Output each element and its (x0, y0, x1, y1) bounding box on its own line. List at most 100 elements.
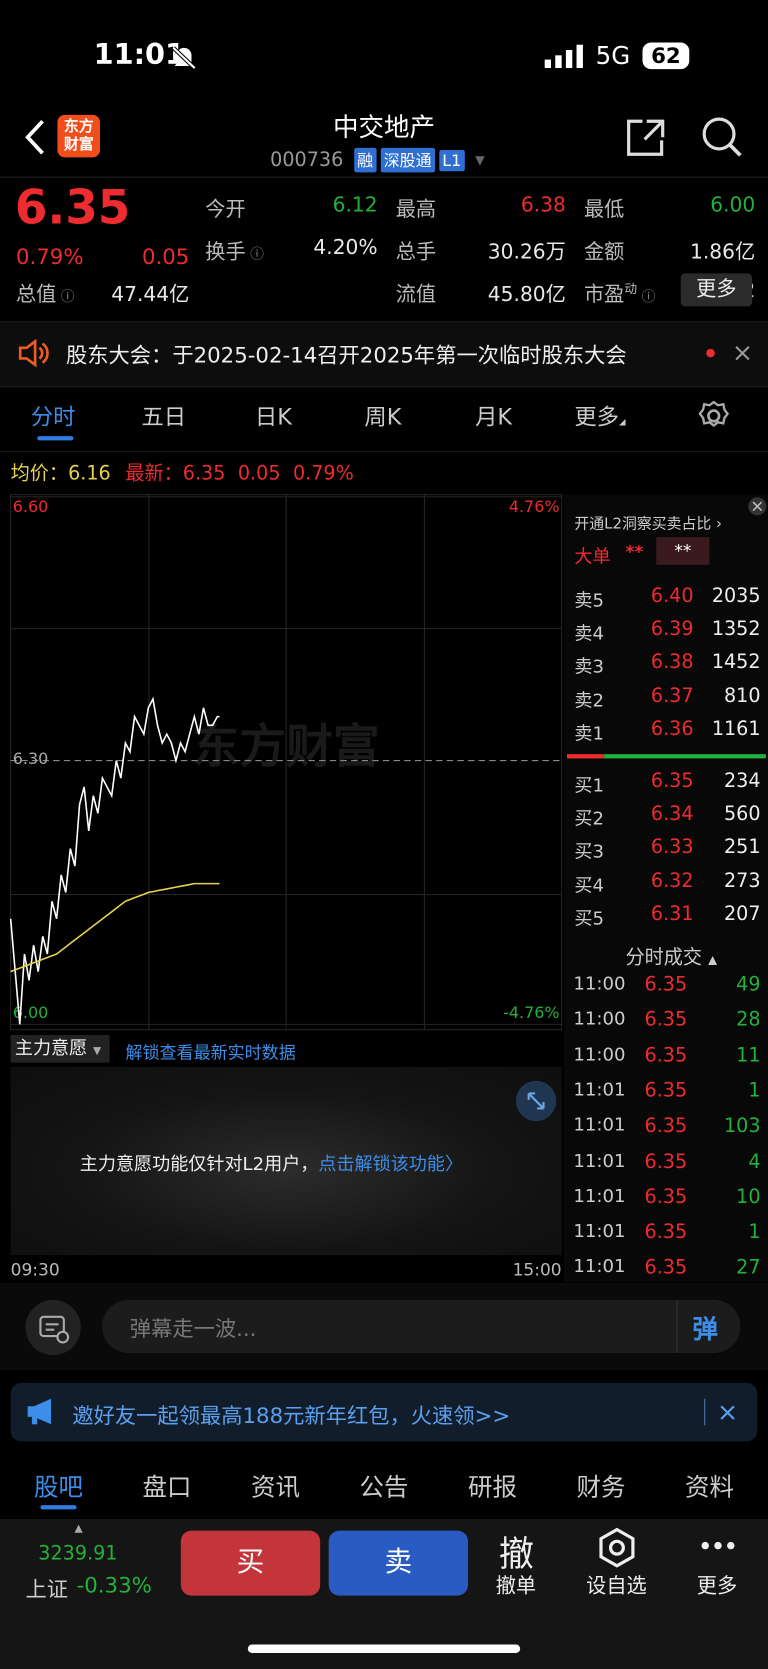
panel-message: 主力意愿功能仅针对L2用户，点击解锁该功能〉 (79, 1149, 464, 1176)
tab-indicator (40, 1505, 77, 1510)
notice-bar[interactable] (0, 321, 768, 388)
speaker-icon (18, 338, 49, 368)
buy-button[interactable]: 买 (180, 1530, 321, 1596)
book-label: 买2 (574, 808, 605, 830)
field-label: 总手 (395, 240, 437, 264)
book-price: 6.31 (650, 902, 694, 926)
signal-icon (544, 44, 583, 69)
unlock-hint[interactable]: 解锁查看最新实时数据 (125, 1042, 296, 1063)
close-banner[interactable] (719, 1404, 736, 1421)
unlock-link[interactable]: 点击解锁该功能〉 (318, 1154, 464, 1176)
more-button[interactable]: 更多 (680, 273, 753, 307)
trade-volume: 1 (748, 1079, 761, 1102)
book-volume: 273 (724, 869, 761, 893)
info-icon[interactable]: ⓘ (245, 246, 264, 263)
panel-title[interactable]: 主力意愿 ▼ (10, 1034, 110, 1063)
chart-tab[interactable]: 日K (254, 404, 292, 430)
promo-text: 开通L2洞察买卖占比 (574, 515, 712, 533)
expand-button[interactable] (515, 1080, 557, 1122)
book-volume: 251 (724, 836, 761, 859)
chart-tab[interactable]: 周K (364, 404, 402, 430)
field-value: 6.12 (332, 193, 378, 217)
danmu-settings[interactable] (25, 1299, 81, 1356)
trade-price: 6.35 (644, 973, 688, 996)
book-label: 买5 (574, 908, 605, 930)
trade-volume: 10 (736, 1185, 761, 1209)
avg-label: 均价： (10, 462, 69, 486)
field-value: 45.80亿 (487, 282, 566, 307)
book-volume: 1452 (711, 651, 761, 674)
danmu-send[interactable] (676, 1299, 742, 1354)
trade-time: 11:00 (573, 1044, 626, 1066)
trade-time: 11:01 (573, 1221, 626, 1243)
more-label[interactable]: 更多 (696, 1574, 738, 1598)
trade-volume: 28 (736, 1008, 761, 1032)
big-order-label: 大单 (574, 546, 611, 569)
danmu-input[interactable] (102, 1299, 741, 1354)
chart-tab[interactable]: 分时 (30, 404, 76, 430)
book-label: 卖1 (574, 723, 605, 745)
watch-label[interactable]: 设自选 (586, 1574, 647, 1598)
stock-tag: L1 (439, 149, 465, 171)
bottom-tab[interactable]: 研报 (468, 1474, 517, 1502)
banner-divider (704, 1398, 706, 1426)
more-icon[interactable] (701, 1540, 735, 1551)
trades-title[interactable]: 分时成交 ▲ (625, 946, 718, 970)
share-button[interactable] (625, 117, 668, 157)
back-button[interactable] (23, 119, 46, 155)
info-icon[interactable]: ⓘ (637, 289, 656, 306)
close-notice[interactable] (734, 345, 751, 362)
field-label: 总值 ⓘ (15, 282, 75, 307)
bottom-tab[interactable]: 盘口 (142, 1474, 192, 1502)
message-text: 主力意愿功能仅针对L2用户， (79, 1154, 319, 1176)
book-label: 买1 (574, 775, 605, 797)
notice-text: 股东大会：于2025-02-14召开2025年第一次临时股东大会 (65, 342, 627, 369)
bottom-tab[interactable]: 资讯 (251, 1474, 300, 1502)
x-tick-label: 15:00 (512, 1259, 562, 1280)
battery: 62 (642, 42, 690, 70)
intraday-chart: 东方财富 6.006.306.60-4.76%4.76% (9, 494, 563, 1031)
trade-price: 6.35 (644, 1008, 688, 1032)
book-volume: 1161 (711, 717, 761, 741)
book-label: 卖3 (574, 656, 605, 678)
dropdown-icon[interactable]: ▾ (475, 148, 485, 172)
tab-indicator (37, 436, 74, 441)
bottom-tab[interactable]: 公告 (359, 1474, 409, 1502)
y-tick-label: 6.30 (13, 749, 49, 768)
field-label: 流值 (395, 282, 437, 307)
trade-volume: 103 (724, 1114, 761, 1138)
trade-time: 11:01 (573, 1185, 626, 1208)
l2-promo[interactable]: 开通L2洞察买卖占比 › (574, 515, 723, 533)
cancel-label[interactable]: 撤单 (495, 1574, 537, 1598)
book-volume: 810 (724, 684, 761, 707)
trade-volume: 11 (736, 1044, 761, 1067)
bottom-tab[interactable]: 财务 (576, 1474, 626, 1502)
info-icon[interactable]: ⓘ (56, 289, 75, 306)
book-label: 买3 (574, 841, 605, 864)
tab-caret: ◢ (618, 416, 626, 427)
chart-tab[interactable]: 更多◢ (574, 404, 626, 430)
average-line (10, 882, 220, 973)
settings-button[interactable] (698, 400, 730, 432)
chart-legend: 均价：6.16 最新：6.35 0.05 0.79% (11, 458, 354, 486)
book-volume: 2035 (711, 585, 761, 608)
field-label: 最低 (583, 197, 625, 222)
avg-value: 6.16 (68, 462, 111, 486)
bottom-tab[interactable]: 股吧 (34, 1474, 83, 1502)
chart-tab[interactable]: 五日 (141, 404, 187, 430)
ratio-bar-buy (566, 754, 605, 759)
field-label: 金额 (583, 240, 625, 264)
trade-price: 6.35 (644, 1150, 688, 1173)
megaphone-icon (27, 1398, 52, 1425)
sell-button[interactable]: 卖 (328, 1530, 469, 1596)
cancel-icon[interactable]: 撤 (498, 1532, 534, 1575)
search-button[interactable] (700, 115, 745, 160)
chart-tab[interactable]: 月K (475, 404, 513, 430)
book-price: 6.34 (650, 803, 694, 826)
close-promo[interactable] (748, 497, 767, 516)
bottom-tab[interactable]: 资料 (685, 1474, 734, 1502)
invite-banner[interactable] (10, 1382, 758, 1442)
watch-icon[interactable] (597, 1527, 637, 1568)
stock-tag: 深股通 (380, 147, 435, 173)
